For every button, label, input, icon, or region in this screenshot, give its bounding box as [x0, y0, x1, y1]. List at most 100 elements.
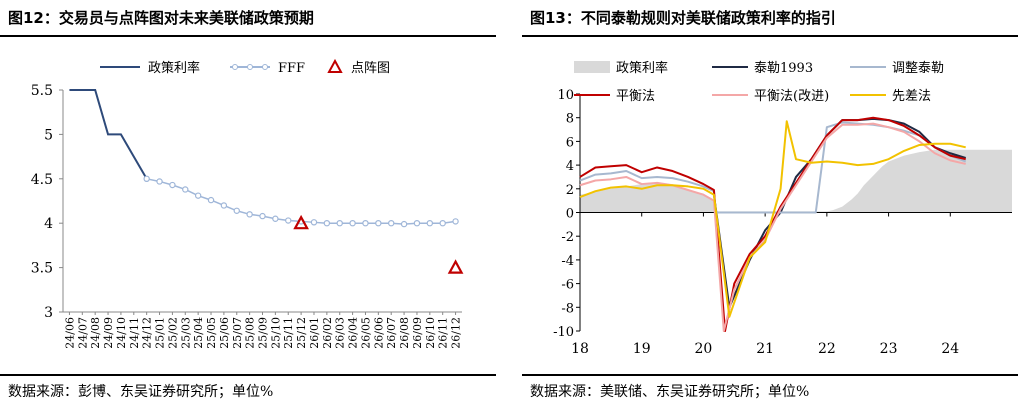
chart-title: 图12：交易员与点阵图对未来美联储政策预期	[8, 9, 314, 27]
title-rule	[522, 35, 1018, 37]
source-rule	[0, 374, 496, 376]
title-rule	[0, 35, 496, 37]
fed-expectations-chart: 33.544.555.524/06 24/07 24/08 24/09 24/10 24/…	[31, 58, 464, 349]
y-tick-label: -8	[561, 301, 574, 316]
y-tick-label: 2	[566, 183, 574, 198]
fff-point	[388, 219, 395, 227]
legend-label: 点阵图	[351, 61, 390, 76]
x-tick-label: 26/01	[308, 317, 321, 349]
x-tick-label: 24/10	[115, 317, 128, 349]
fff-point	[143, 175, 150, 182]
fff-point	[400, 220, 408, 228]
fff-point	[452, 218, 459, 225]
legend-label: 先差法	[892, 89, 931, 104]
x-tick-label: 25/09	[257, 317, 270, 349]
x-tick-label: 26/11	[437, 317, 450, 349]
legend-label: 政策利率	[148, 60, 200, 76]
y-tick-label: 4	[566, 159, 574, 174]
legend-label: 平衡法	[616, 89, 655, 104]
fff-point	[375, 219, 382, 227]
x-tick-label: 24	[941, 341, 959, 357]
x-tick-label: 25/12	[295, 317, 308, 349]
x-tick-label: 23	[880, 341, 898, 357]
fff-point	[362, 219, 369, 227]
fff-point	[156, 178, 163, 185]
y-tick-label: -2	[561, 230, 574, 245]
y-tick-label: -10	[553, 325, 574, 340]
series-line-	[579, 116, 966, 332]
fff-point	[310, 219, 318, 226]
x-tick-label: 25/01	[154, 317, 167, 349]
y-tick-label: -6	[561, 278, 574, 293]
area-policy-rate	[580, 149, 1012, 213]
fff-point	[272, 215, 279, 222]
fff-point	[426, 219, 434, 227]
y-tick-label: 0	[566, 207, 574, 222]
fff-point	[182, 186, 189, 193]
x-tick-label: 24/09	[102, 317, 115, 349]
legend-swatch	[574, 61, 610, 73]
x-tick-label: 18	[571, 341, 589, 357]
fff-point	[220, 202, 228, 209]
fff-point	[207, 196, 215, 204]
x-tick-label: 19	[633, 341, 651, 357]
fff-point	[285, 217, 292, 224]
y-tick-label: 5	[44, 127, 53, 143]
chart-panel-12: 图12：交易员与点阵图对未来美联储政策预期 3 3.5 4 4.5 5 5.5 24/06 2…	[0, 0, 502, 410]
x-tick-label: 25/02	[166, 317, 179, 349]
series-line-	[69, 89, 148, 180]
y-tick-label: 6	[566, 135, 574, 150]
fff-point	[349, 219, 356, 227]
x-tick-label: 25/08	[244, 317, 257, 349]
x-tick-label: 24/06	[63, 317, 76, 349]
series-line-	[579, 121, 967, 214]
x-tick-label: 21	[756, 341, 774, 357]
fff-point	[323, 219, 331, 227]
fff-point	[233, 207, 240, 214]
fff-point	[413, 219, 421, 227]
chart-source: 数据来源：彭博、东吴证券研究所；单位%	[8, 384, 274, 400]
dot-plot-marker	[447, 259, 464, 274]
legend-label: 泰勒1993	[754, 61, 813, 76]
chart-panel-13: 图13：不同泰勒规则对美联储政策利率的指引 -10 -8 -6 -4 -2 0 2 4 6 8 10…	[522, 0, 1024, 410]
x-tick-label: 26/05	[359, 317, 372, 349]
x-tick-label: 25/07	[231, 317, 244, 349]
legend-circle	[247, 64, 253, 70]
x-tick-label: 26/04	[347, 317, 360, 349]
x-tick-label: 26/08	[398, 317, 411, 349]
y-tick-label: -4	[561, 254, 574, 269]
dot-plot-marker	[293, 214, 309, 230]
legend-label: 政策利率	[616, 60, 668, 76]
x-tick-label: 25/10	[269, 317, 282, 349]
fff-point	[259, 212, 266, 220]
fff-point	[169, 181, 176, 189]
x-tick-label: 20	[695, 341, 713, 357]
x-tick-label: 25/03	[179, 317, 192, 349]
x-tick-label: 25/11	[282, 317, 295, 349]
fff-point	[336, 219, 343, 227]
y-tick-label: 10	[557, 88, 574, 103]
x-tick-label: 26/10	[424, 317, 437, 349]
legend-circle	[262, 64, 268, 70]
x-tick-label: 24/11	[128, 317, 141, 349]
y-tick-label: 3.5	[31, 261, 53, 277]
x-tick-label: 24/07	[76, 317, 89, 349]
x-tick-label: 26/06	[372, 317, 385, 349]
x-tick-label: 25/04	[192, 317, 205, 349]
y-tick-label: 4.5	[31, 172, 53, 188]
legend-marker-dotplot	[327, 58, 343, 73]
y-tick-label: 8	[566, 112, 574, 127]
x-tick-label: 25/06	[218, 317, 231, 349]
fff-point	[439, 219, 446, 227]
chart-title: 图13：不同泰勒规则对美联储政策利率的指引	[530, 9, 836, 27]
legend-label: 调整泰勒	[892, 61, 944, 76]
x-tick-label: 22	[818, 341, 836, 357]
x-tick-label: 26/02	[321, 317, 334, 349]
legend-label: FFF	[278, 61, 305, 76]
x-tick-label: 25/05	[205, 317, 218, 349]
source-rule	[522, 374, 1018, 376]
fff-point	[194, 192, 202, 199]
series-line-	[579, 120, 966, 318]
fff-point	[246, 211, 253, 218]
chart-source: 数据来源：美联储、东吴证券研究所；单位%	[530, 384, 810, 400]
